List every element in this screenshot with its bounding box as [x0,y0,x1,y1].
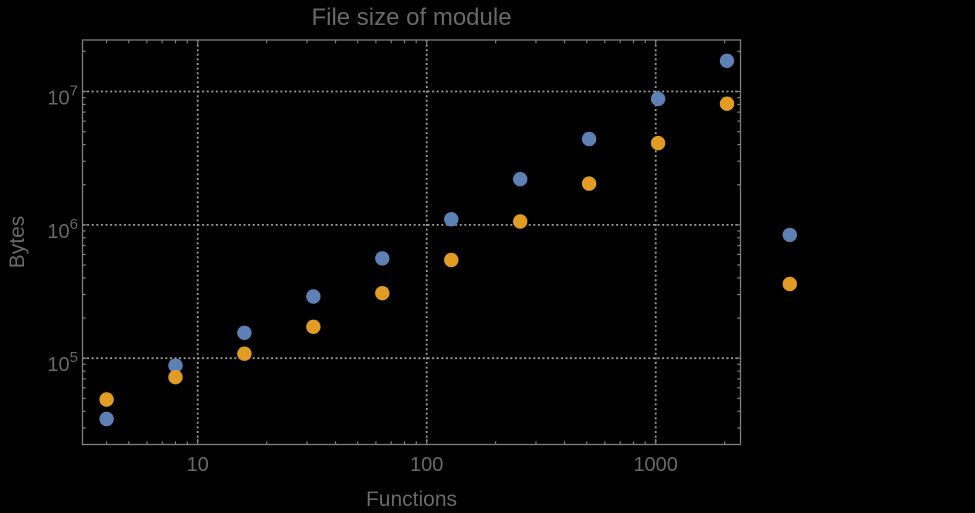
data-series [99,53,797,427]
data-point [168,358,183,373]
data-point [581,131,597,147]
data-point [306,319,321,334]
data-point [306,289,321,304]
plot-frame [81,39,742,446]
frame-ticks [82,40,741,445]
data-point [513,172,528,187]
data-point [581,176,597,191]
data-point [719,53,735,68]
data-point [375,286,390,301]
y-tick-label: 106 [47,216,78,243]
data-point [650,91,666,107]
data-point [782,276,797,292]
data-point [99,392,114,407]
data-point [375,251,390,266]
y-axis-label: Bytes [6,216,29,269]
y-tick-label: 105 [47,349,78,376]
data-point [650,135,666,151]
data-point [237,346,252,361]
x-axis-label: Functions [366,488,457,511]
x-tick-label: 1000 [633,454,678,476]
data-point [513,214,528,229]
x-tick-label: 10 [187,454,209,476]
data-point [782,227,797,243]
chart-title: File size of module [311,4,511,31]
data-point [99,411,114,427]
data-point [237,325,252,340]
series-1-blue-points [99,53,797,427]
data-point [168,370,183,385]
series-2-orange-points [99,96,797,407]
x-tick-label: 100 [410,454,443,476]
y-axis-tick-labels: 105 106 107 [47,83,78,377]
data-point [444,212,459,227]
y-tick-label: 107 [47,83,78,110]
data-point [719,96,735,111]
gridlines [82,40,741,445]
x-axis-tick-labels: 10 100 1000 [187,454,678,476]
data-point [444,252,459,268]
